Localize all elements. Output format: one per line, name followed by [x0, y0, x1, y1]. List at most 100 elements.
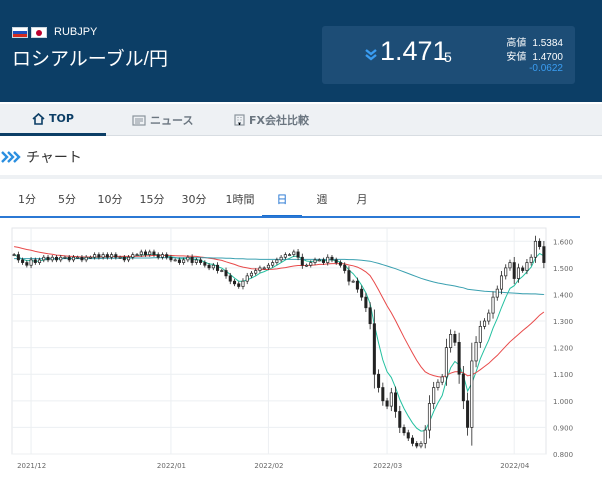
period-15min[interactable]: 15分	[139, 193, 165, 206]
candle-body	[207, 264, 211, 269]
candle-body	[491, 296, 495, 314]
candle-body	[42, 256, 46, 261]
price-change: -0.0622	[529, 63, 563, 74]
candle-body	[444, 347, 448, 378]
candle-body	[483, 320, 487, 327]
double-chevron-right-icon	[1, 151, 21, 163]
candle-body	[63, 256, 67, 259]
candle-body	[330, 256, 334, 261]
tab-news[interactable]: ニュース	[132, 104, 193, 136]
candle-body	[533, 240, 537, 258]
y-tick-label: 1.400	[553, 291, 573, 299]
period-5min[interactable]: 5分	[58, 193, 76, 206]
flags: RUBJPY	[12, 26, 97, 38]
candle-body	[186, 256, 190, 261]
candle-body	[381, 387, 385, 402]
candle-body	[203, 262, 207, 266]
period-10min[interactable]: 10分	[97, 193, 123, 206]
candle-body	[12, 254, 16, 256]
candle-body	[152, 251, 156, 255]
candle-body	[288, 254, 292, 256]
candle-body	[516, 267, 520, 279]
tab-label: TOP	[49, 112, 74, 125]
candle-body	[76, 256, 80, 259]
x-tick-label: 2022/03	[373, 462, 402, 470]
japan-flag-icon	[31, 26, 47, 38]
period-week[interactable]: 週	[316, 193, 328, 206]
candle-body	[436, 381, 440, 388]
y-tick-label: 1.500	[553, 265, 573, 273]
candle-body	[368, 307, 372, 325]
russia-flag-icon	[12, 26, 28, 38]
candle-body	[406, 432, 410, 439]
period-month[interactable]: 月	[356, 193, 368, 206]
candle-body	[228, 275, 232, 282]
candle-body	[449, 334, 453, 348]
candle-body	[190, 256, 194, 263]
candle-body	[139, 251, 143, 255]
candle-body	[529, 256, 533, 263]
low-value: 1.4700	[532, 52, 563, 63]
candle-body	[59, 256, 63, 261]
candle-body	[237, 283, 241, 287]
candle-body	[538, 240, 542, 247]
low-label: 安値	[506, 52, 527, 63]
double-chevron-down-icon	[365, 49, 377, 61]
candle-body	[326, 256, 330, 263]
section-title-text: チャート	[26, 150, 82, 166]
candle-body	[88, 256, 92, 259]
candle-body	[135, 254, 139, 256]
candle-body	[461, 373, 465, 402]
candle-body	[423, 429, 427, 444]
candle-body	[283, 254, 287, 258]
period-day[interactable]: 日	[276, 193, 288, 206]
y-tick-label: 1.100	[553, 371, 573, 379]
candle-body	[343, 264, 347, 271]
candle-body	[38, 259, 42, 263]
period-30min[interactable]: 30分	[181, 193, 207, 206]
candle-body	[271, 262, 275, 266]
price-box: 1.471 5 高値 1.5384 安値 1.4700 -0.0622	[322, 26, 575, 84]
candle-body	[334, 259, 338, 263]
candle-body	[377, 373, 381, 388]
candle-body	[143, 251, 148, 255]
candle-body	[470, 360, 474, 428]
candle-body	[148, 251, 152, 255]
tab-fx-compare[interactable]: FX会社比較	[234, 104, 309, 136]
candle-body	[525, 262, 529, 271]
candle-body	[360, 288, 364, 298]
x-tick-label: 2022/04	[500, 462, 530, 470]
divider	[0, 175, 602, 179]
candle-body	[216, 264, 220, 271]
candle-body	[165, 254, 169, 258]
candle-body	[245, 275, 249, 282]
candle-body	[254, 270, 258, 274]
candle-body	[389, 392, 393, 407]
candle-body	[241, 280, 245, 287]
candle-body	[279, 256, 283, 261]
tab-label: ニュース	[150, 114, 194, 127]
candle-body	[224, 270, 228, 277]
period-1min[interactable]: 1分	[18, 193, 36, 206]
candle-body	[173, 259, 177, 262]
candle-body	[54, 256, 59, 261]
x-tick-label: 2021/12	[17, 462, 46, 470]
period-1hour[interactable]: 1時間	[225, 193, 255, 206]
x-tick-label: 2022/02	[254, 462, 283, 470]
tab-top[interactable]: TOP	[0, 104, 106, 136]
candle-body	[33, 259, 37, 263]
pair-code: RUBJPY	[54, 26, 98, 38]
candle-body	[402, 427, 406, 434]
candle-body	[182, 259, 186, 263]
x-tick-label: 2022/01	[157, 462, 186, 470]
chart-section-title: チャート	[0, 146, 82, 168]
candle-body	[427, 403, 431, 431]
candle-body	[105, 254, 109, 258]
y-tick-label: 1.300	[553, 318, 573, 326]
candle-body	[97, 254, 101, 258]
candle-body	[410, 437, 415, 444]
candle-body	[398, 411, 402, 428]
candle-body	[487, 312, 491, 322]
price-chart[interactable]: 1.600 1.500 1.400 1.300 1.200 1.100 1.000 0.900…	[0, 222, 580, 478]
candle-body	[114, 254, 118, 258]
